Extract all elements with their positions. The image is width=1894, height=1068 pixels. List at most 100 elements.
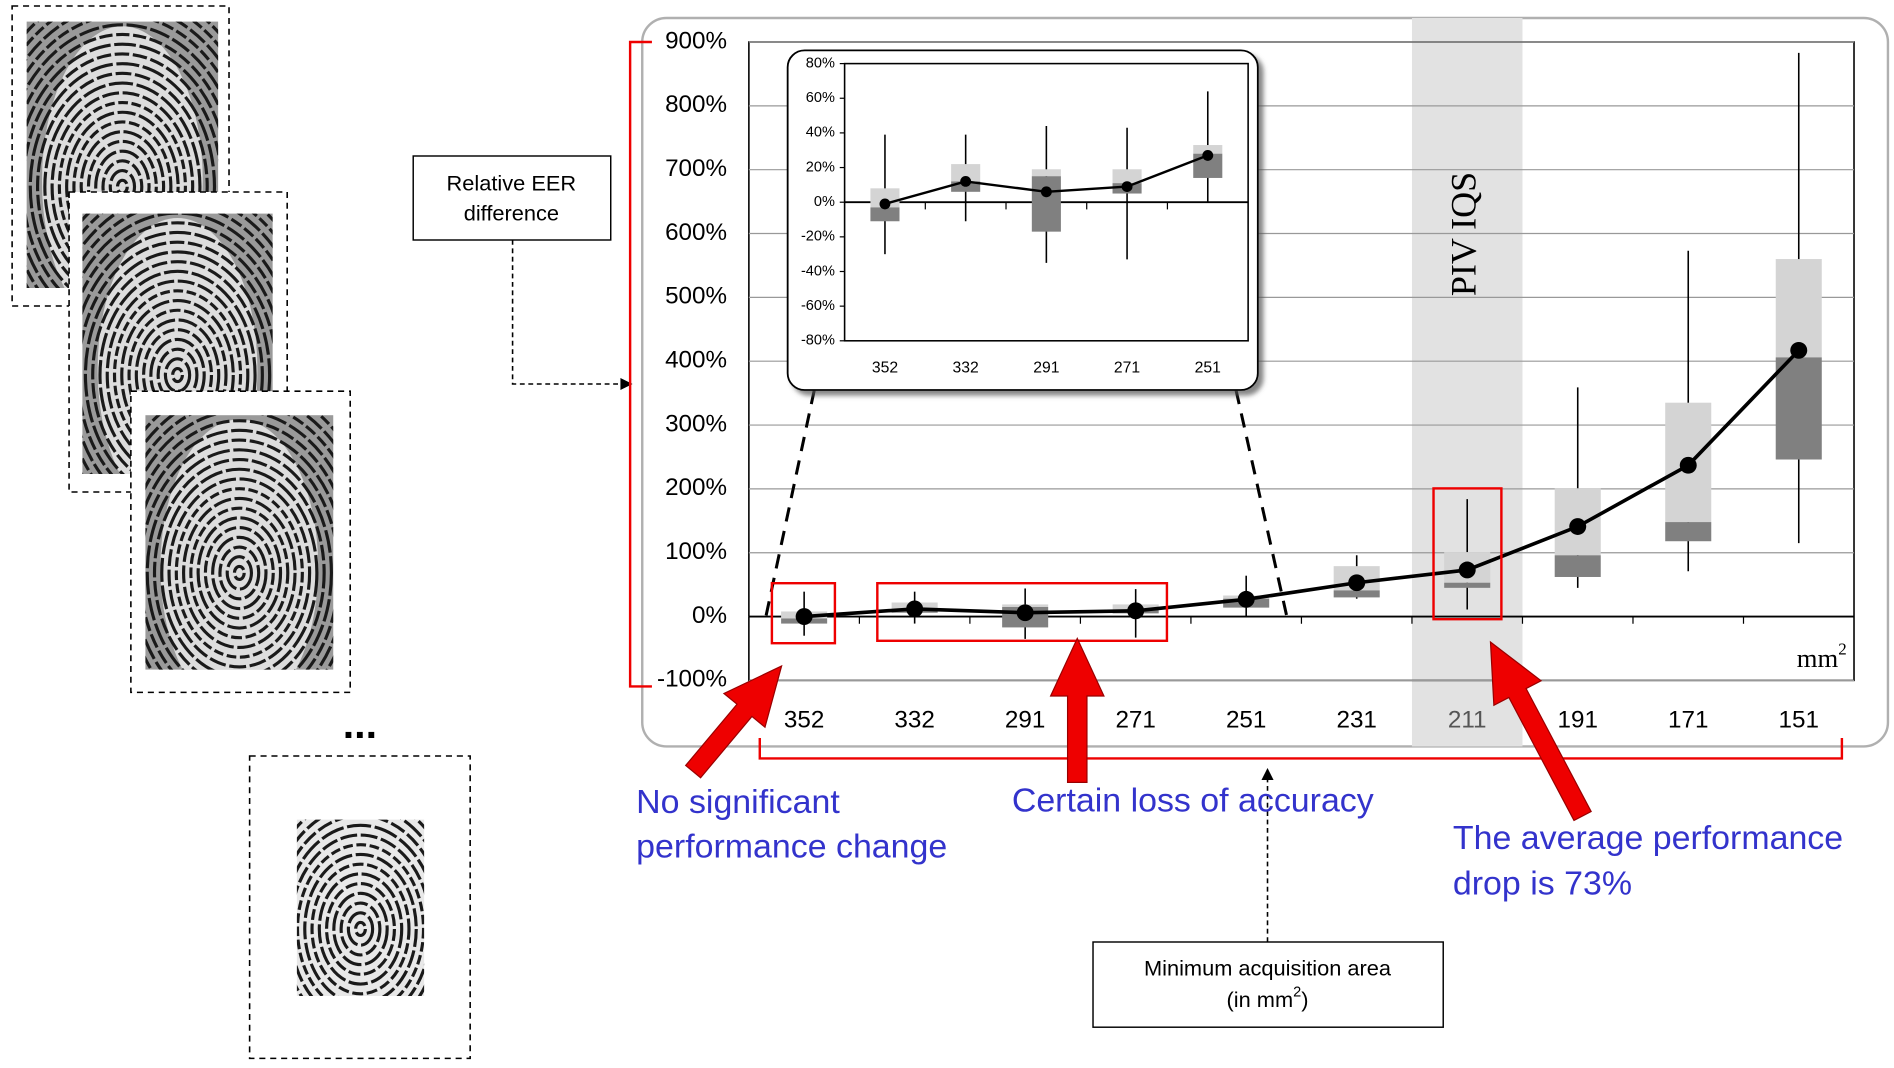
ridge — [174, 487, 304, 659]
y-tick-label: -80% — [801, 333, 835, 349]
mean-point — [1127, 602, 1145, 620]
y-label: Relative EER — [447, 171, 577, 196]
mean-point — [1790, 341, 1808, 359]
arrows — [684, 636, 1592, 822]
mean-point — [1016, 604, 1034, 622]
y-tick-label: 200% — [665, 474, 727, 501]
ridge — [43, 81, 202, 288]
fingerprint — [145, 415, 334, 670]
ridge — [152, 458, 326, 670]
fingerprint-pad — [160, 419, 319, 670]
x-label-box — [1092, 941, 1444, 1028]
y-tick-label: -100% — [657, 666, 727, 693]
unit-text: mm — [1797, 643, 1839, 673]
mean-line — [804, 349, 1801, 619]
ridge — [26, 23, 219, 288]
x-tick-label: 291 — [1005, 707, 1045, 734]
annotation: performance change — [636, 827, 947, 865]
x-tick-label: 271 — [1115, 707, 1155, 734]
ridge — [82, 230, 273, 474]
x-tick-label: 352 — [872, 360, 898, 377]
ridge — [145, 448, 333, 670]
y-tick-label: 20% — [806, 159, 835, 175]
ridge — [218, 545, 261, 601]
mean-point — [906, 600, 924, 618]
ridge — [189, 506, 290, 640]
ridge — [339, 901, 382, 957]
ridge — [28, 62, 217, 288]
connector — [511, 240, 623, 385]
ridge — [211, 535, 268, 611]
mean-point — [795, 608, 813, 625]
y-tick-label: 40% — [806, 125, 835, 141]
ridge — [98, 269, 257, 474]
ridge — [82, 240, 273, 474]
ridge — [310, 862, 411, 996]
box-upper — [1112, 169, 1142, 184]
mean-point — [960, 176, 972, 187]
ridge — [145, 438, 334, 670]
highlight-box — [876, 582, 1169, 642]
y-tick-label: 600% — [665, 219, 727, 246]
ridge — [303, 852, 418, 996]
x-label-part: ) — [1301, 987, 1308, 1012]
ridge — [145, 419, 334, 670]
ridge — [142, 328, 214, 422]
ridge — [26, 42, 219, 288]
zoom-line — [764, 389, 816, 618]
mean-point — [1458, 561, 1476, 579]
y-tick-label: 800% — [665, 91, 727, 118]
y-tick-label: 0% — [814, 194, 835, 210]
fingerprint — [296, 819, 425, 996]
ridge — [317, 872, 404, 986]
ridge — [160, 467, 319, 670]
y-tick-label: -60% — [801, 298, 835, 314]
x-tick-label: 191 — [1558, 707, 1598, 734]
ridge — [232, 564, 246, 581]
mean-point — [1121, 181, 1133, 193]
fingerprint-cards — [11, 5, 471, 1060]
inset-frame — [786, 49, 1259, 391]
box-lower — [1665, 522, 1712, 542]
ridge — [83, 250, 272, 474]
bracket — [758, 738, 1844, 760]
y-tick-label: 100% — [665, 538, 727, 565]
x-tick-label: 211 — [1448, 707, 1487, 734]
box-lower — [1554, 555, 1601, 577]
x-tick-label: 352 — [784, 707, 824, 734]
arrow — [1049, 636, 1105, 783]
y-tick-label: 60% — [806, 90, 835, 106]
annotations: No significant performance change Certai… — [636, 782, 1843, 903]
annotation: Certain loss of accuracy — [1012, 782, 1374, 820]
ridge — [354, 920, 367, 938]
y-tick-label: 300% — [665, 410, 727, 437]
y-tick-label: 900% — [665, 27, 727, 54]
ridge — [167, 477, 312, 669]
ridge — [91, 260, 264, 474]
arrow-head — [620, 378, 633, 390]
annotation: drop is 73% — [1453, 865, 1632, 903]
unit-label: mm2 — [1797, 639, 1847, 673]
box-lower — [1775, 357, 1822, 460]
y-tick-label: -20% — [801, 229, 835, 245]
mean-point — [1679, 456, 1697, 474]
x-tick-label: 271 — [1114, 360, 1140, 377]
ridge — [171, 367, 184, 384]
ridge — [145, 428, 334, 670]
ridge — [196, 516, 283, 630]
annotation: No significant — [636, 783, 840, 821]
x-tick-label: 251 — [1195, 360, 1221, 377]
ridge — [26, 32, 219, 288]
ridge — [108, 169, 137, 205]
mean-point — [1348, 574, 1366, 592]
unit-sup: 2 — [1838, 639, 1846, 658]
box-lower — [1031, 176, 1061, 232]
bracket — [628, 40, 652, 688]
y-tick-label: 0% — [692, 602, 727, 629]
x-label-sup: 2 — [1293, 984, 1301, 1000]
fingerprint-bg — [296, 819, 425, 996]
x-tick-label: 171 — [1668, 707, 1708, 734]
y-tick-label: 700% — [665, 155, 727, 182]
ridge — [57, 100, 187, 273]
y-label-box — [412, 155, 612, 241]
